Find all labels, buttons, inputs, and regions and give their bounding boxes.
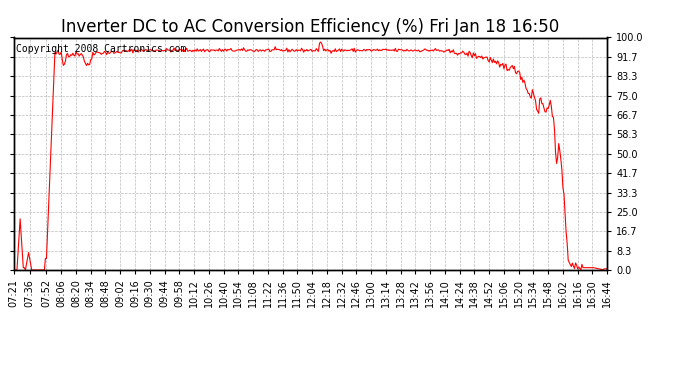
Title: Inverter DC to AC Conversion Efficiency (%) Fri Jan 18 16:50: Inverter DC to AC Conversion Efficiency … — [61, 18, 560, 36]
Text: Copyright 2008 Cartronics.com: Copyright 2008 Cartronics.com — [16, 45, 186, 54]
